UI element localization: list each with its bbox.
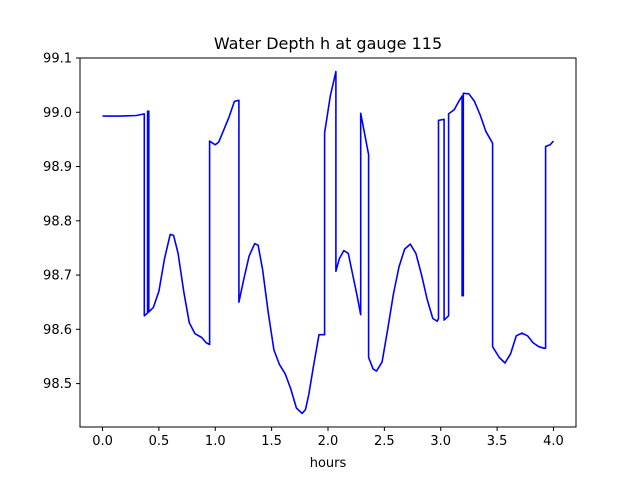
- y-tick-label: 99.1: [43, 52, 72, 67]
- plot-area: 0.0 0.5 1.0 1.5 2.0 2.5 3.0 3.5 4.0 98.5 98.6 98.7…: [43, 52, 577, 449]
- series-line: [102, 70, 555, 415]
- x-tick-label: 2.5: [374, 434, 395, 449]
- x-tick-label: 1.5: [261, 434, 282, 449]
- chart-title: Water Depth h at gauge 115: [214, 34, 442, 53]
- y-tick-label: 98.7: [43, 269, 72, 284]
- y-tick-label: 98.9: [43, 160, 72, 175]
- series-layer: [102, 70, 555, 415]
- x-axis: 0.0 0.5 1.0 1.5 2.0 2.5 3.0 3.5 4.0: [92, 427, 564, 449]
- x-tick-label: 0.0: [92, 434, 113, 449]
- x-tick-label: 0.5: [149, 434, 170, 449]
- y-tick-label: 98.8: [43, 214, 72, 229]
- x-tick-label: 3.5: [487, 434, 508, 449]
- x-tick-label: 4.0: [543, 434, 564, 449]
- y-tick-label: 99.0: [43, 106, 72, 121]
- y-axis: 98.5 98.6 98.7 98.8 98.9 99.0 99.1: [43, 52, 80, 392]
- x-tick-label: 1.0: [205, 434, 226, 449]
- x-axis-label: hours: [310, 456, 347, 471]
- x-tick-label: 3.0: [430, 434, 451, 449]
- y-tick-label: 98.5: [43, 377, 72, 392]
- y-tick-label: 98.6: [43, 323, 72, 338]
- x-tick-label: 2.0: [318, 434, 339, 449]
